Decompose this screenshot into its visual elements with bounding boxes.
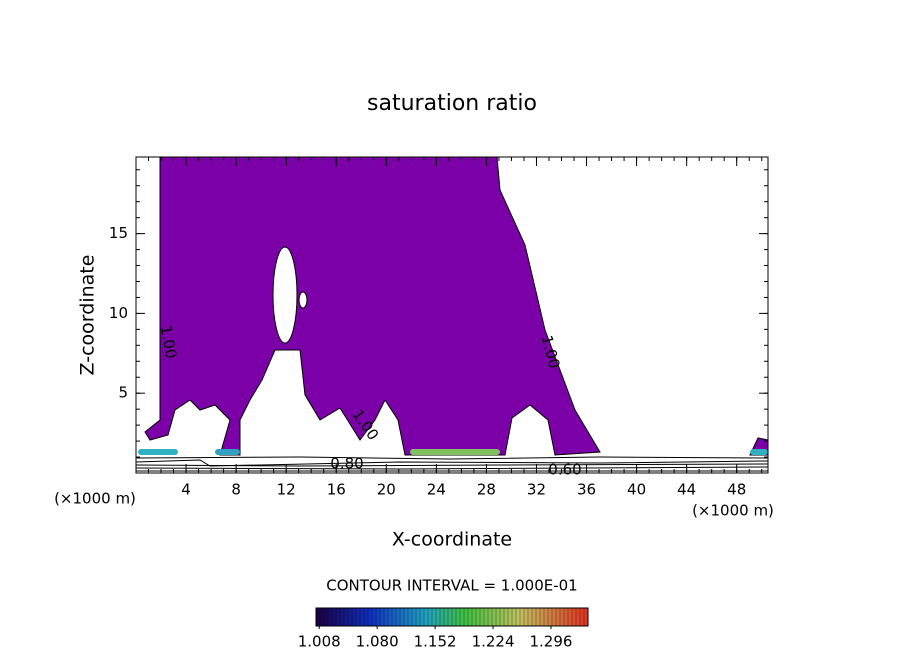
unsaturated-hole xyxy=(272,246,298,344)
band xyxy=(750,449,768,455)
band xyxy=(138,449,178,455)
x-tick-label: 28 xyxy=(477,481,496,499)
y-tick-label: 5 xyxy=(118,384,128,402)
saturated-region xyxy=(144,157,768,456)
x-tick-label: 44 xyxy=(677,481,696,499)
colorbar-tick-label: 1.008 xyxy=(298,633,341,651)
contour-interval: CONTOUR INTERVAL = 1.000E-01 xyxy=(326,577,577,595)
contour-label: 1.00 xyxy=(157,324,181,360)
x-tick-label: 48 xyxy=(727,481,746,499)
colorbar-tick-label: 1.152 xyxy=(414,633,457,651)
x-axis-label: X-coordinate xyxy=(392,529,512,551)
y-tick-label: 10 xyxy=(109,304,128,322)
x-tick-label: 12 xyxy=(277,481,296,499)
band xyxy=(410,449,500,455)
contour-lines xyxy=(136,456,768,472)
contour-fill xyxy=(136,157,768,472)
x-unit: (×1000 m) xyxy=(54,490,136,508)
y-tick-label: 15 xyxy=(109,224,128,242)
x-unit: (×1000 m) xyxy=(692,502,774,520)
x-tick-label: 24 xyxy=(427,481,446,499)
y-axis-label: Z-coordinate xyxy=(77,255,99,376)
x-tick-label: 40 xyxy=(627,481,646,499)
band xyxy=(215,449,240,455)
x-tick-label: 36 xyxy=(577,481,596,499)
x-tick-label: 32 xyxy=(527,481,546,499)
x-tick-label: 8 xyxy=(231,481,241,499)
plot-frame xyxy=(135,156,769,474)
x-tick-label: 4 xyxy=(181,481,191,499)
colorbar-tick-label: 1.296 xyxy=(530,633,573,651)
x-tick-label: 20 xyxy=(377,481,396,499)
contour-label: 0.80 xyxy=(330,455,363,473)
colorbar-tick-label: 1.080 xyxy=(356,633,399,651)
colorbar-tick-label: 1.224 xyxy=(472,633,515,651)
unsaturated-hole xyxy=(298,291,308,309)
contour-label: 0.60 xyxy=(548,461,581,479)
x-tick-label: 16 xyxy=(327,481,346,499)
chart-title: saturation ratio xyxy=(367,91,537,116)
